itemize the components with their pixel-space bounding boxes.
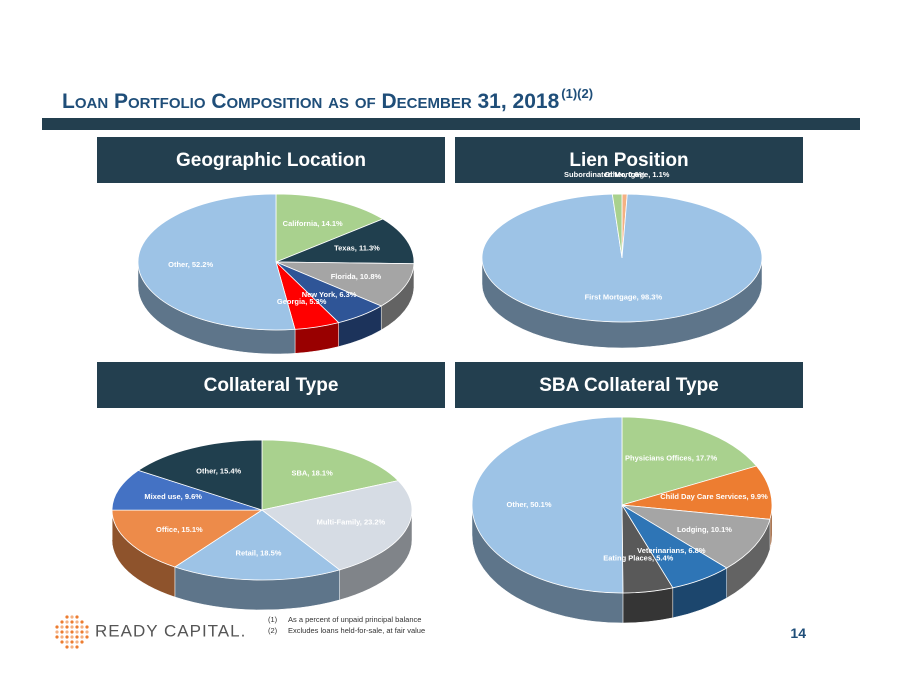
logo-dot (75, 620, 79, 624)
data-label: Lodging, 10.1% (677, 525, 732, 534)
chart-title: Lien Position (569, 150, 688, 171)
footnote-text: As a percent of unpaid principal balance (288, 615, 421, 624)
logo-dot (65, 615, 69, 619)
logo-dot (80, 635, 84, 639)
data-label: Georgia, 5.3% (277, 297, 327, 306)
logo-dot (75, 615, 79, 619)
data-label: Retail, 18.5% (236, 548, 282, 557)
page-number: 14 (790, 625, 806, 641)
slice (173, 509, 341, 581)
logo-dot (70, 635, 74, 639)
logo-dot (55, 630, 59, 634)
title-bar (42, 118, 860, 130)
logo-dot (60, 635, 64, 639)
data-label: Subordinated Mortgage, 1.1% (564, 170, 670, 179)
data-label: Veterinarians, 6.8% (637, 546, 706, 555)
data-label: Other, 0.6% (604, 170, 645, 179)
data-label: Child Day Care Services, 9.9% (660, 492, 768, 501)
data-label: Florida, 10.8% (331, 272, 382, 281)
logo (55, 615, 89, 649)
chart-title: Collateral Type (204, 375, 339, 396)
slice (471, 416, 624, 594)
data-label: Texas, 11.3% (334, 243, 380, 252)
slice (275, 193, 384, 263)
logo-dot (65, 645, 69, 649)
footnote-text: Excludes loans held-for-sale, at fair va… (288, 626, 425, 635)
slice (137, 439, 263, 511)
data-label: Eating Places, 5.4% (603, 554, 673, 563)
logo-dot (55, 635, 59, 639)
logo-dot (85, 625, 89, 629)
slice (137, 193, 296, 331)
slice (261, 439, 399, 511)
data-label: Other, 15.4% (196, 467, 241, 476)
logo-dot (75, 630, 79, 634)
logo-dot (80, 630, 84, 634)
data-label: Other, 52.2% (168, 260, 213, 269)
slice (621, 504, 771, 569)
logo-dot (70, 625, 74, 629)
data-label: New York, 6.3% (302, 290, 357, 299)
logo-dot (75, 635, 79, 639)
chart-title: SBA Collateral Type (539, 375, 719, 396)
data-label: First Mortgage, 98.3% (585, 293, 663, 302)
logo-dot (65, 635, 69, 639)
logo-dot (55, 625, 59, 629)
data-label: Mixed use, 9.6% (144, 492, 202, 501)
logo-dot (60, 625, 64, 629)
slice (275, 218, 415, 265)
logo-dot (85, 635, 89, 639)
slide-title: Loan Portfolio Composition as of Decembe… (62, 90, 560, 113)
slice (621, 416, 758, 506)
logo-dot (70, 640, 74, 644)
data-label: SBA, 18.1% (291, 468, 333, 477)
data-label: Other, 50.1% (506, 500, 551, 509)
logo-dot (65, 630, 69, 634)
title-note: (1)(2) (561, 86, 593, 101)
panel-header (97, 362, 445, 408)
logo-dot (80, 620, 84, 624)
logo-dot (70, 615, 74, 619)
data-label: California, 14.1% (283, 219, 343, 228)
logo-dot (85, 630, 89, 634)
logo-dot (65, 640, 69, 644)
chart-title: Geographic Location (176, 150, 366, 171)
logo-dot (80, 640, 84, 644)
logo-dot (65, 620, 69, 624)
slice (611, 193, 623, 259)
footnote-marker: (2) (268, 626, 278, 635)
panel-header (455, 362, 803, 408)
logo-text: READY CAPITAL. (95, 621, 246, 640)
data-label: Multi-Family, 23.2% (317, 518, 386, 527)
panel-header (455, 137, 803, 183)
slice (261, 480, 413, 571)
logo-dot (70, 630, 74, 634)
data-label: Physicians Offices, 17.7% (625, 454, 717, 463)
logo-dot (75, 645, 79, 649)
logo-dot (70, 620, 74, 624)
footnote-marker: (1) (268, 615, 278, 624)
logo-dot (70, 645, 74, 649)
logo-dot (65, 625, 69, 629)
logo-dot (60, 640, 64, 644)
logo-dot (80, 625, 84, 629)
logo-dot (60, 620, 64, 624)
data-label: Office, 15.1% (156, 525, 203, 534)
logo-dot (60, 630, 64, 634)
logo-dot (75, 640, 79, 644)
slice (111, 469, 263, 511)
slice (621, 465, 773, 520)
panel-header (97, 137, 445, 183)
logo-dot (75, 625, 79, 629)
slice (275, 261, 415, 307)
slice (111, 509, 264, 568)
